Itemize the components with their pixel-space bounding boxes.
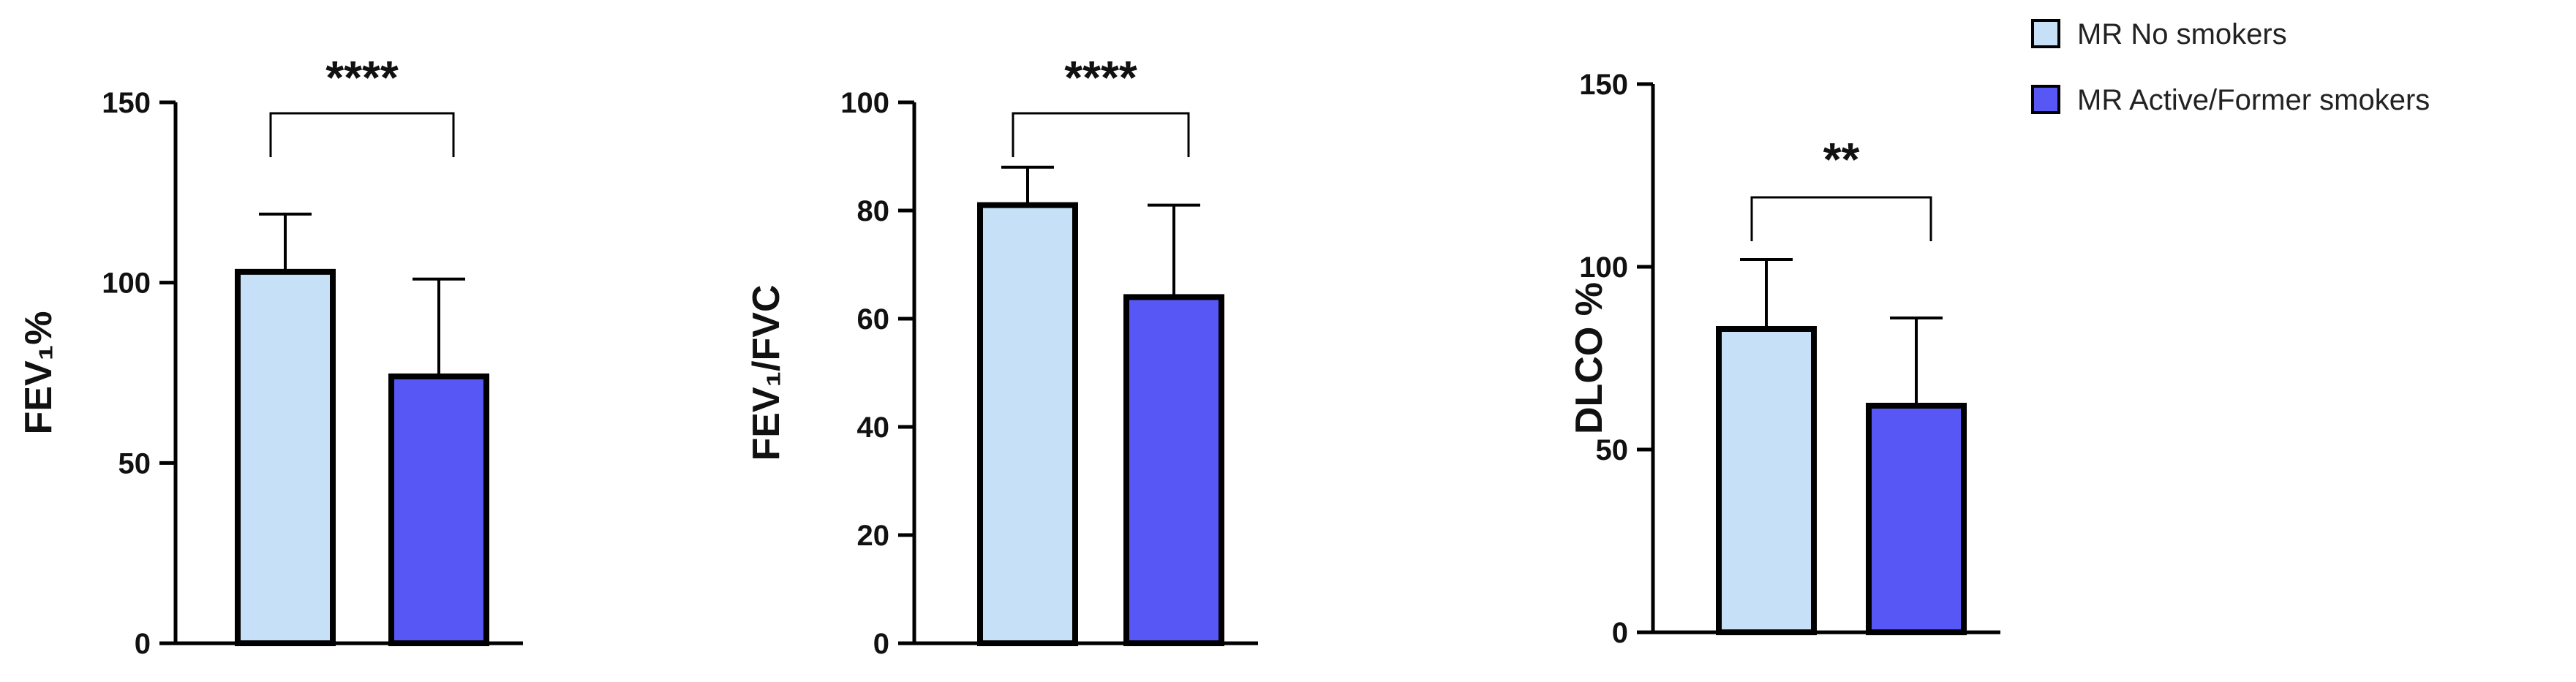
bar-no-smokers <box>235 268 336 646</box>
legend-swatch-smokers <box>2031 85 2060 114</box>
y-tick-label: 50 <box>1596 434 1629 466</box>
significance-label: **** <box>325 51 399 104</box>
bar-no-smokers <box>1716 326 1817 635</box>
y-tick-label: 50 <box>118 447 151 480</box>
y-tick-label: 80 <box>857 195 890 227</box>
y-tick-label: 100 <box>1579 251 1628 284</box>
legend-label-smokers: MR Active/Former smokers <box>2077 84 2430 116</box>
y-axis-title: DLCO % <box>1568 282 1611 434</box>
y-tick-label: 0 <box>1612 617 1628 649</box>
legend-item-smokers: MR Active/Former smokers <box>2031 84 2430 116</box>
y-axis-title: FEV₁/FVC <box>745 284 788 461</box>
bar-smokers <box>1866 403 1967 635</box>
y-tick-label: 0 <box>135 628 151 660</box>
chart-panel-1: 0 50 100 150 FEV₁% **** <box>18 51 523 660</box>
y-tick-label: 20 <box>857 520 890 552</box>
bar-smokers <box>388 373 489 647</box>
y-tick-label: 0 <box>873 628 889 660</box>
significance-bracket <box>1012 112 1190 157</box>
y-tick-label: 150 <box>1579 69 1628 101</box>
legend-swatch-no-smokers <box>2031 19 2060 48</box>
chart-panel-2: 0 20 40 60 80 100 FEV₁/FVC **** <box>745 51 1258 660</box>
bar-no-smokers <box>977 202 1078 647</box>
y-tick-label: 40 <box>857 412 890 444</box>
significance-label: **** <box>1064 51 1137 104</box>
charts: 0 50 100 150 FEV₁% **** 0 20 40 60 80 100 FEV₁/FVC **… <box>18 51 2000 660</box>
legend-label-no-smokers: MR No smokers <box>2077 18 2287 50</box>
legend: MR No smokers MR Active/Former smokers <box>2031 18 2430 116</box>
chart-panel-3: 0 50 100 150 DLCO % ** <box>1568 69 2000 649</box>
y-axis-title: FEV₁% <box>18 311 60 435</box>
bar-smokers <box>1123 294 1224 646</box>
y-tick-label: 60 <box>857 303 890 336</box>
significance-bracket <box>269 112 455 157</box>
legend-item-no-smokers: MR No smokers <box>2031 18 2287 50</box>
significance-bracket <box>1750 196 1932 241</box>
y-tick-label: 100 <box>102 268 151 300</box>
y-tick-label: 150 <box>102 87 151 119</box>
y-tick-label: 100 <box>840 87 889 119</box>
significance-label: ** <box>1823 133 1860 186</box>
